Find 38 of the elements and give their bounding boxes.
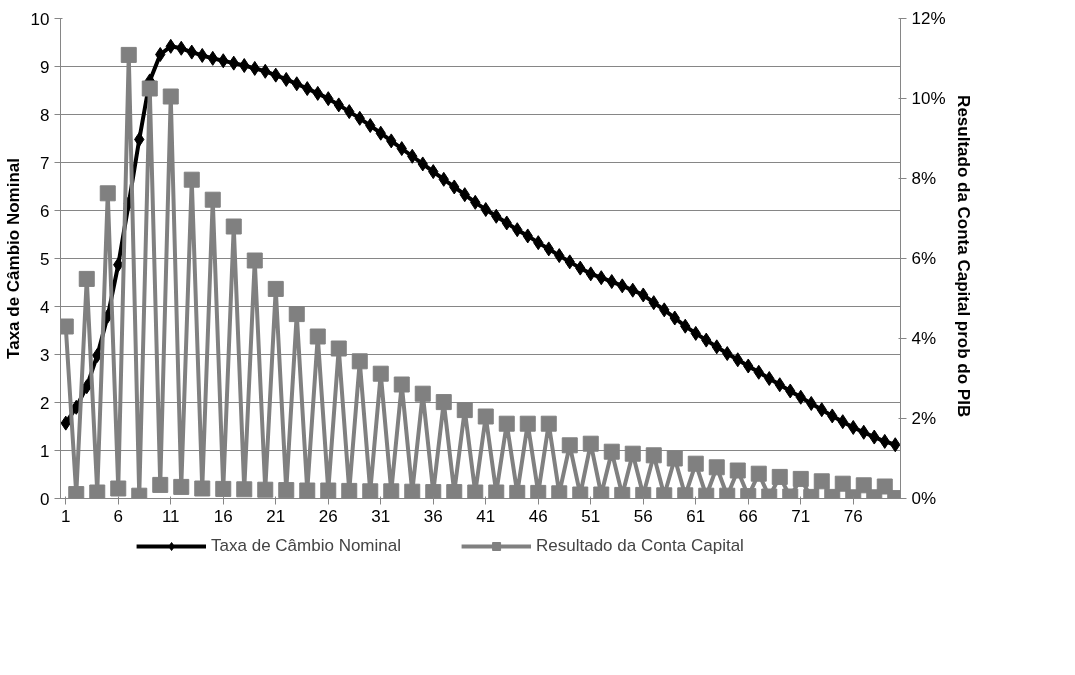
- x-tick-label: 41: [476, 506, 496, 526]
- y2-tick-label: 6%: [911, 249, 937, 268]
- x-tick-label: 46: [528, 506, 548, 526]
- y-tick-label: 9: [40, 57, 50, 77]
- x-tick-label: 51: [581, 506, 601, 526]
- y-tick-label: 4: [40, 297, 50, 317]
- x-tick-label: 71: [791, 506, 811, 526]
- y-axis-title: Taxa de Câmbio Nominal: [3, 158, 23, 359]
- x-tick-label: 26: [318, 506, 338, 526]
- y-tick-label: 1: [40, 441, 50, 461]
- y2-tick-label: 4%: [911, 329, 937, 348]
- y2-tick-label: 2%: [911, 409, 937, 428]
- x-tick-label: 11: [161, 506, 180, 526]
- x-tick-label: 76: [843, 506, 863, 526]
- x-tick-label: 61: [686, 506, 706, 526]
- y-tick-label: 0: [40, 489, 50, 509]
- y2-tick-label: 0%: [911, 489, 937, 508]
- legend-label: Taxa de Câmbio Nominal: [211, 536, 401, 556]
- x-tick-label: 66: [738, 506, 758, 526]
- y2-tick-label: 10%: [911, 89, 946, 108]
- x-tick-label: 1: [61, 506, 71, 526]
- x-tick-label: 6: [113, 506, 123, 526]
- y2-axis-title: Resultado da Conta Capital prob do PIB: [953, 95, 973, 418]
- y2-tick-label: 12%: [911, 9, 946, 28]
- x-tick-label: 16: [213, 506, 233, 526]
- x-tick-label: 36: [423, 506, 443, 526]
- y-tick-label: 6: [40, 201, 50, 221]
- y-tick-label: 3: [40, 345, 50, 365]
- y-tick-label: 7: [40, 153, 50, 173]
- x-tick-label: 31: [371, 506, 391, 526]
- x-tick-label: 21: [266, 506, 286, 526]
- y2-tick-label: 8%: [911, 169, 937, 188]
- legend-label: Resultado da Conta Capital: [535, 536, 744, 556]
- y-tick-label: 5: [40, 249, 50, 269]
- y-tick-label: 8: [40, 105, 50, 125]
- x-tick-label: 56: [633, 506, 653, 526]
- y-tick-label: 2: [40, 393, 50, 413]
- y-tick-label: 10: [30, 9, 50, 29]
